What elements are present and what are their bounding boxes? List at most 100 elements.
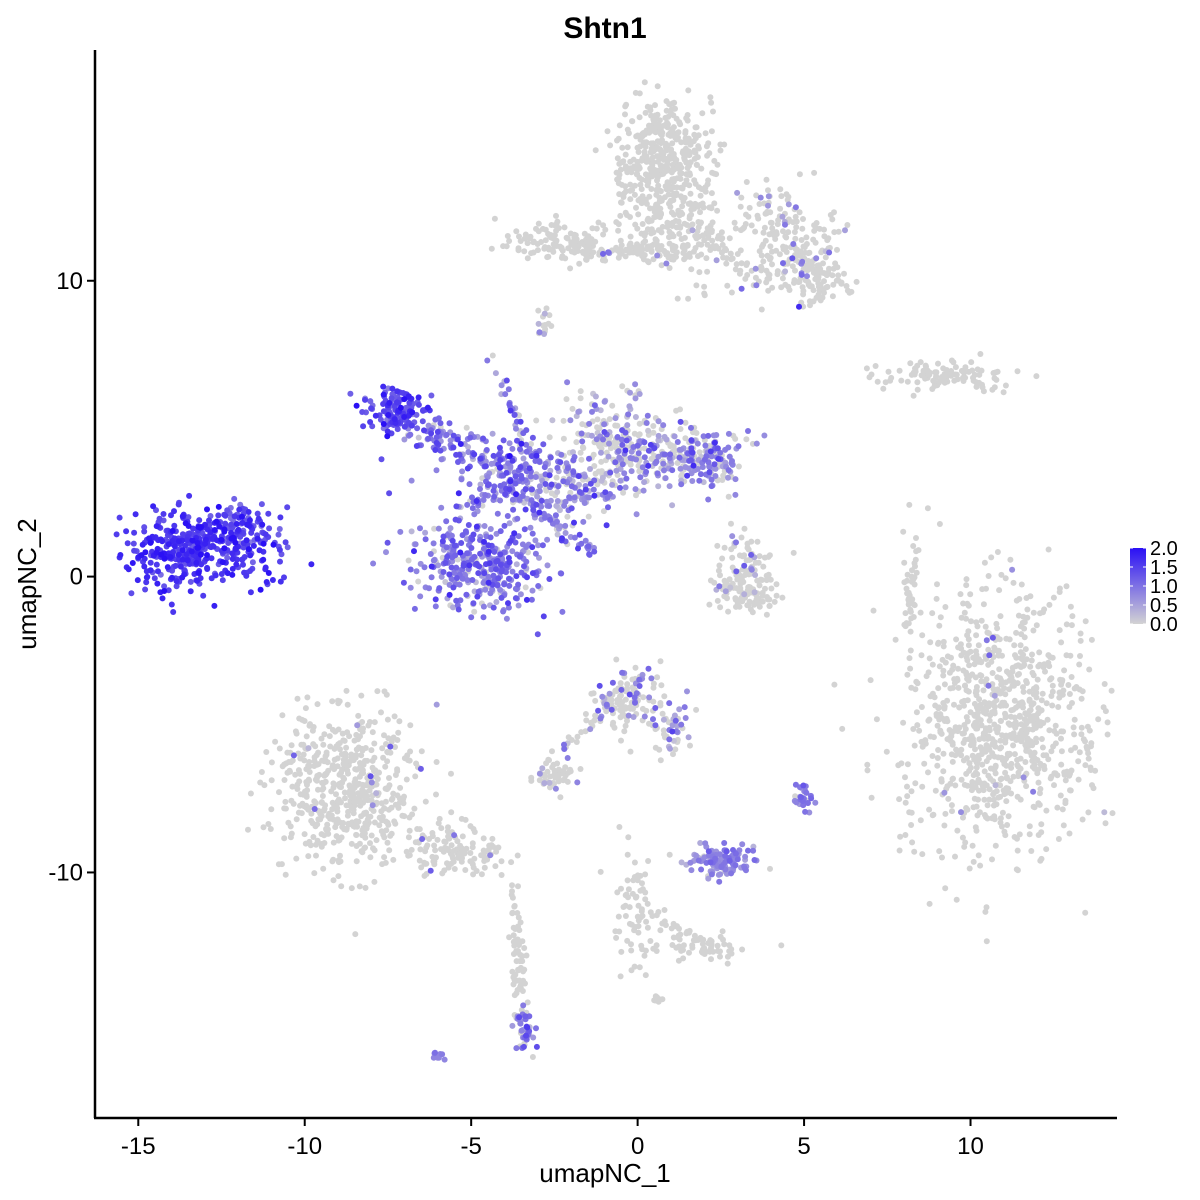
cell-point: [960, 667, 967, 674]
cell-point: [927, 733, 934, 740]
cell-point: [1003, 635, 1010, 642]
cell-point: [918, 704, 925, 710]
cell-point: [598, 449, 604, 456]
cell-point: [443, 544, 450, 551]
cell-point: [348, 885, 355, 892]
cell-point: [1042, 668, 1048, 675]
cell-point: [476, 563, 483, 570]
cell-point: [726, 235, 733, 242]
cell-point: [664, 119, 670, 126]
cell-point: [480, 835, 487, 842]
cell-point: [548, 490, 555, 497]
cell-point: [577, 766, 584, 772]
cell-point: [959, 698, 966, 705]
cell-point: [1002, 679, 1009, 686]
cell-point: [467, 850, 474, 856]
cell-point: [492, 863, 499, 870]
cell-point: [315, 816, 322, 823]
cell-point: [636, 676, 643, 683]
cell-point: [1085, 755, 1092, 762]
cell-point: [536, 483, 543, 490]
cell-point: [625, 130, 632, 137]
cell-point: [625, 894, 631, 901]
cell-point: [820, 286, 827, 293]
cell-point: [1065, 682, 1072, 688]
cell-point: [380, 754, 387, 761]
cell-point: [1053, 730, 1060, 737]
cell-point: [614, 155, 621, 162]
cell-point: [639, 133, 646, 140]
cell-point: [813, 294, 820, 301]
cell-point: [714, 161, 721, 168]
cell-point: [601, 398, 608, 405]
cell-point: [542, 226, 549, 233]
cell-point: [614, 889, 621, 896]
cell-point: [964, 675, 971, 682]
cell-point: [547, 516, 554, 523]
cell-point: [509, 445, 516, 452]
cell-point: [428, 392, 435, 399]
cell-point: [656, 746, 663, 753]
cell-point: [620, 489, 627, 496]
cell-point: [688, 266, 695, 273]
cell-point: [700, 433, 707, 440]
cell-point: [432, 603, 439, 610]
cell-point: [609, 481, 616, 488]
cell-point: [342, 795, 348, 802]
cell-point: [592, 393, 599, 400]
cell-point: [660, 460, 667, 467]
cell-point: [412, 541, 419, 548]
cell-point: [512, 480, 519, 487]
cell-point: [697, 201, 704, 208]
cell-point: [651, 214, 658, 221]
cell-point: [646, 694, 653, 701]
cell-point: [620, 705, 627, 711]
cell-point: [677, 406, 683, 413]
cell-point: [557, 523, 564, 530]
cell-point: [628, 448, 635, 455]
cell-point: [634, 877, 641, 884]
cell-point: [490, 572, 497, 579]
cell-point: [742, 221, 749, 227]
cell-point: [528, 774, 535, 781]
cell-point: [1023, 711, 1030, 718]
cell-point: [355, 712, 362, 719]
cell-point: [263, 749, 270, 755]
cell-point: [1062, 777, 1069, 784]
cell-point: [619, 710, 626, 717]
cell-point: [319, 786, 326, 793]
cell-point: [484, 474, 491, 480]
cell-point: [663, 251, 670, 258]
cell-point: [617, 477, 624, 484]
cell-point: [935, 705, 942, 712]
cell-point: [301, 718, 308, 724]
cell-point: [714, 445, 721, 452]
cell-point: [1088, 636, 1095, 643]
cell-point: [408, 528, 415, 535]
cell-point: [650, 256, 657, 263]
cell-point: [289, 757, 296, 764]
cell-point: [1059, 806, 1066, 813]
cell-point: [635, 902, 642, 909]
cell-point: [919, 851, 926, 858]
cell-point: [466, 481, 473, 488]
cell-point: [395, 729, 402, 736]
cell-point: [1051, 782, 1057, 789]
cell-point: [378, 709, 384, 716]
cell-point: [293, 816, 300, 823]
cell-point: [717, 449, 724, 456]
cell-point: [765, 287, 772, 294]
cell-point: [636, 468, 643, 475]
cell-point: [623, 437, 630, 444]
cell-point: [966, 767, 973, 774]
cell-point: [358, 848, 365, 855]
cell-point: [683, 177, 690, 184]
cell-point: [687, 172, 693, 178]
cell-point: [510, 981, 517, 988]
cell-point: [647, 205, 653, 212]
cell-point: [730, 847, 736, 853]
cell-point: [1016, 662, 1022, 669]
cell-point: [707, 577, 714, 584]
cell-point: [756, 553, 763, 560]
cell-point: [908, 822, 915, 828]
